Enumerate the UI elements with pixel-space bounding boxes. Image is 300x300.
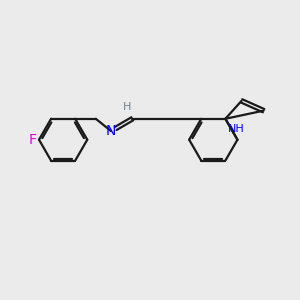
Text: H: H bbox=[123, 102, 131, 112]
Text: N: N bbox=[106, 124, 116, 138]
Text: F: F bbox=[28, 133, 37, 147]
Text: NH: NH bbox=[228, 124, 245, 134]
